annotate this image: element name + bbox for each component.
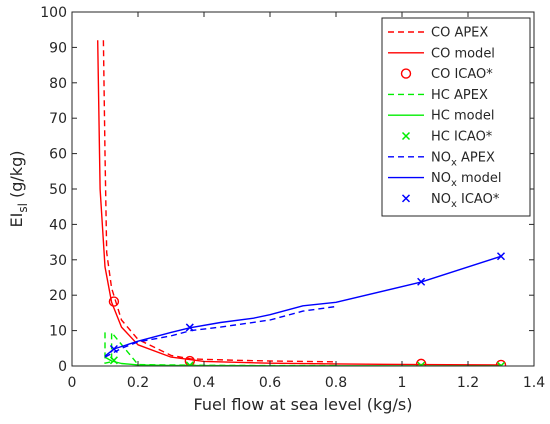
legend-marker	[401, 131, 411, 141]
legend-entry: HC model	[388, 109, 494, 124]
legend-label: HC APEX	[431, 88, 488, 103]
legend-label: CO model	[431, 46, 495, 61]
legend-marker	[400, 68, 412, 79]
legend: CO APEX CO model CO ICAO* HC APEX HC model HC…	[381, 17, 531, 217]
legend-entry: NOx ICAO*	[401, 192, 500, 210]
legend-label: CO ICAO*	[431, 67, 493, 82]
legend-label: NOx ICAO*	[431, 192, 500, 210]
y-axis-label-sub: sl	[16, 203, 30, 213]
series-co-model	[97, 40, 502, 366]
data-point-hc-icao	[109, 356, 118, 365]
x-tick-label: 1.2	[457, 375, 479, 391]
series-line-co-apex	[102, 40, 337, 363]
series-co-apex	[102, 40, 337, 363]
data-point-co-icao	[415, 358, 427, 366]
y-axis-label-main: EI	[7, 213, 26, 228]
legend-label: NOx model	[431, 171, 502, 189]
series-nox-icao	[109, 252, 506, 354]
y-axis: 0 10 20 30 40 50 60 70 80 90 100	[40, 5, 534, 375]
legend-box	[381, 17, 531, 217]
y-tick-label: 60	[49, 147, 67, 163]
data-point-nox-icao	[496, 252, 506, 261]
legend-entry: CO APEX	[388, 26, 488, 41]
x-tick-label: 1	[398, 375, 407, 391]
legend-entry: CO model	[388, 46, 495, 61]
x-tick-label: 0	[68, 375, 77, 391]
y-tick-label: 70	[49, 111, 67, 127]
legend-label: CO APEX	[431, 26, 488, 41]
series-nox-model	[104, 255, 502, 357]
y-tick-label: 90	[49, 40, 67, 56]
y-tick-label: 10	[49, 324, 67, 340]
data-point-co-icao	[495, 359, 507, 366]
data-point-co-icao	[108, 296, 120, 307]
legend-entry: NOx model	[388, 171, 502, 189]
legend-entry: NOx APEX	[388, 150, 495, 168]
y-tick-label: 30	[49, 253, 67, 269]
x-axis: 0 0.2 0.4 0.6 0.8 1 1.2 1.4	[68, 12, 545, 391]
legend-label: HC ICAO*	[431, 130, 493, 145]
y-tick-label: 0	[58, 359, 67, 375]
y-tick-label: 20	[49, 288, 67, 304]
legend-marker	[401, 194, 411, 203]
legend-label: HC model	[431, 109, 494, 124]
y-tick-label: 100	[40, 5, 67, 21]
y-tick-label: 40	[49, 217, 67, 233]
x-tick-label: 0.2	[127, 375, 149, 391]
legend-label: NOx APEX	[431, 150, 495, 168]
x-tick-label: 0.6	[259, 375, 281, 391]
series-hc-icao	[109, 356, 506, 366]
y-tick-label: 80	[49, 76, 67, 92]
legend-entry: HC ICAO*	[401, 130, 493, 145]
x-tick-label: 0.4	[193, 375, 215, 391]
legend-entry: CO ICAO*	[400, 67, 493, 82]
y-tick-label: 50	[49, 182, 67, 198]
data-point-nox-icao	[185, 323, 194, 332]
x-tick-label: 1.4	[523, 375, 545, 391]
y-axis-label-unit: (g/kg)	[7, 151, 26, 204]
series-hc-apex	[104, 331, 336, 366]
y-axis-label: EIsl (g/kg)	[7, 151, 30, 228]
series-line-nox-model	[104, 255, 502, 357]
x-tick-label: 0.8	[325, 375, 347, 391]
series-line-co-model	[97, 40, 502, 366]
x-axis-label: Fuel flow at sea level (kg/s)	[194, 395, 413, 414]
legend-entry: HC APEX	[388, 88, 488, 103]
series-line-hc-apex	[104, 331, 336, 366]
data-point-nox-icao	[109, 344, 118, 354]
data-point-hc-icao	[185, 361, 194, 366]
data-point-nox-icao	[417, 277, 426, 286]
series-co-icao	[108, 296, 507, 366]
